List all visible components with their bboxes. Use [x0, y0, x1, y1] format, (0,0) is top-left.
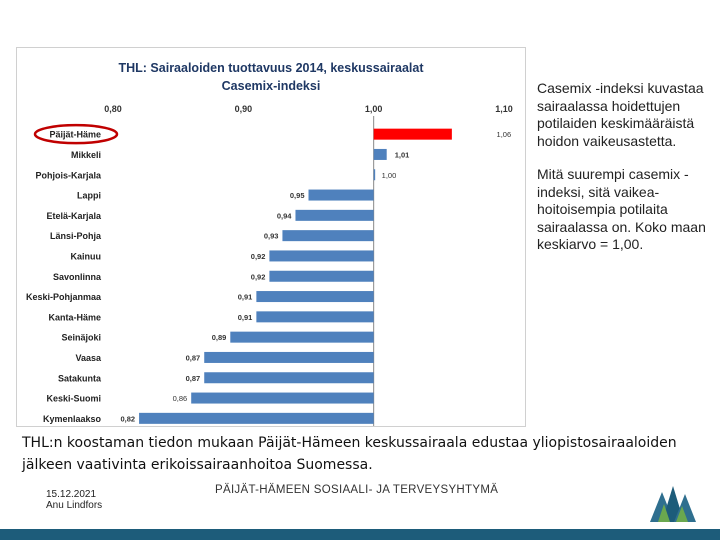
x-tick-label: 0,80 [104, 104, 122, 114]
explanation-paragraph-1: Casemix -indeksi kuvastaa sairaalassa ho… [537, 80, 704, 149]
value-labels: 1,06 1,01 1,00 0,95 0,94 0,93 0,92 0,92 0,91 0,91… [120, 130, 511, 423]
casemix-bar-chart: THL: Sairaaloiden tuottavuus 2014, kesku… [26, 61, 513, 426]
category-label: Satakunta [58, 373, 102, 383]
category-label: Kanta-Häme [48, 312, 101, 322]
category-label: Savonlinna [53, 272, 102, 282]
category-label: Keski-Pohjanmaa [26, 292, 102, 302]
bar [256, 311, 374, 323]
category-label: Länsi-Pohja [50, 231, 102, 241]
value-label: 0,92 [251, 252, 266, 261]
bar [256, 291, 374, 303]
highlight-circle [33, 123, 119, 145]
category-label: Päijät-Häme [49, 130, 101, 140]
bar [295, 209, 374, 221]
x-tick-label: 0,90 [235, 104, 253, 114]
category-label: Keski-Suomi [46, 394, 101, 404]
value-label: 0,91 [238, 313, 253, 322]
value-label: 0,87 [186, 374, 201, 383]
bar [373, 169, 376, 181]
value-label: 0,95 [290, 191, 305, 200]
bar [204, 372, 374, 384]
bar [282, 230, 374, 242]
value-label: 0,91 [238, 293, 253, 302]
value-label: 0,94 [277, 211, 292, 220]
bar [269, 270, 374, 282]
value-label: 1,01 [395, 150, 410, 159]
footer-author: Anu Lindfors [46, 500, 103, 511]
value-label: 1,06 [497, 130, 512, 139]
bars [139, 128, 452, 424]
category-labels: Päijät-Häme Mikkeli Pohjois-Karjala Lappi Et… [26, 130, 102, 424]
value-label: 0,92 [251, 272, 266, 281]
bar [191, 392, 374, 404]
footer-date-author: 15.12.2021 Anu Lindfors [46, 489, 102, 511]
side-explanation: Casemix -indeksi kuvastaa sairaalassa ho… [537, 80, 709, 270]
organization-name: PÄIJÄT-HÄMEEN SOSIAALI- JA TERVEYSYHTYMÄ [215, 484, 499, 496]
footer-date: 15.12.2021 [46, 489, 97, 500]
caption-text: THL:n koostaman tiedon mukaan Päijät-Häm… [22, 435, 677, 473]
explanation-paragraph-2: Mitä suurempi casemix -indeksi, sitä vai… [537, 166, 706, 252]
x-tick-label: 1,10 [495, 104, 513, 114]
mountain-trees-logo-icon [650, 486, 696, 522]
category-label: Mikkeli [71, 150, 101, 160]
bar [308, 189, 374, 201]
value-label: 0,89 [212, 333, 227, 342]
category-label: Pohjois-Karjala [35, 170, 102, 180]
category-label: Kymenlaakso [43, 414, 102, 424]
category-label: Lappi [77, 191, 101, 201]
category-label: Vaasa [75, 353, 102, 363]
x-axis-tick-labels: 0,80 0,90 1,00 1,10 [104, 104, 513, 114]
bar [230, 331, 374, 343]
value-label: 0,87 [186, 353, 201, 362]
bar [139, 412, 374, 424]
category-label: Seinäjoki [61, 333, 101, 343]
bar [373, 128, 452, 140]
value-label: 0,86 [173, 394, 188, 403]
x-tick-label: 1,00 [365, 104, 383, 114]
bar [269, 250, 374, 262]
value-label: 0,93 [264, 232, 279, 241]
value-label: 0,82 [120, 414, 135, 423]
chart-subtitle: Casemix-indeksi [222, 79, 321, 93]
chart-panel: THL: Sairaaloiden tuottavuus 2014, kesku… [16, 47, 526, 427]
footer-bar [0, 529, 720, 540]
category-label: Kainuu [71, 251, 102, 261]
category-label: Etelä-Karjala [46, 211, 102, 221]
chart-title: THL: Sairaaloiden tuottavuus 2014, kesku… [119, 61, 425, 75]
value-label: 1,00 [382, 171, 397, 180]
bar [204, 351, 374, 363]
bar [373, 148, 387, 160]
